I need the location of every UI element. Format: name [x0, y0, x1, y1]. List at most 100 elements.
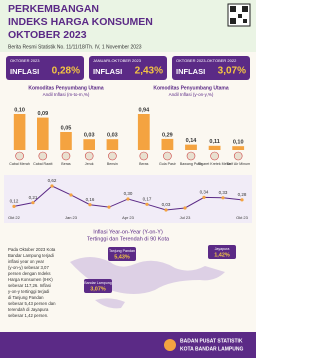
point — [88, 203, 92, 207]
value-label: 0,33 — [219, 190, 228, 195]
paragraph-line: sebesar 5,43 persen dan — [8, 301, 56, 306]
value-label: 0,14 — [186, 138, 198, 144]
paragraph-line: sebesar 1,42 persen. — [8, 313, 48, 318]
paragraph-line: y-on-y tertinggi terjadi — [8, 289, 49, 294]
box — [6, 56, 84, 80]
bar — [13, 114, 26, 150]
chart-subtitle: Andil Inflasi (m-to-m,%) — [43, 92, 90, 97]
category-label: Cabai Merah — [9, 162, 30, 166]
category-label: Cabai Rawit — [33, 162, 52, 166]
header-band — [0, 0, 256, 52]
qr-code — [227, 3, 251, 27]
subtitle: Berita Resmi Statistik No. 11/11/18/Th. … — [8, 44, 142, 50]
city-value: 1,42% — [214, 252, 230, 258]
city-name: Tanjung Pandan — [109, 249, 135, 253]
chart-title: Komoditas Penyumbang Utama — [153, 85, 229, 91]
bar — [185, 144, 197, 150]
category-label: Bensin — [107, 162, 118, 166]
box-label: INFLASI — [93, 67, 122, 76]
map-title: Inflasi Year-on-Year (Y-on-Y) — [93, 229, 163, 235]
commodity-icon — [61, 151, 71, 161]
point — [164, 208, 168, 212]
paragraph-line: Pada Oktober 2023 Kota — [8, 247, 56, 252]
bar — [60, 132, 72, 150]
value-label: 0,29 — [162, 132, 173, 138]
bar — [232, 146, 245, 150]
value-label: 0,10 — [14, 107, 25, 113]
point — [240, 198, 244, 202]
paragraph-line: Bandar Lampung terjadi — [8, 253, 54, 258]
title-line: INDEKS HARGA KONSUMEN — [8, 16, 153, 28]
city-name: Bandar Lampung — [84, 281, 112, 285]
city-badge — [84, 279, 112, 293]
point — [12, 204, 16, 208]
point — [50, 184, 54, 188]
chart-subtitle: Andil Inflasi (y-on-y,%) — [169, 92, 214, 97]
value-label: 0,28 — [238, 192, 247, 197]
box — [172, 56, 250, 80]
paragraph-line: di Tanjung Pandan — [8, 295, 44, 300]
point — [221, 196, 225, 200]
paragraph-line: Harga Konsumen (IHK) — [8, 277, 53, 282]
bar — [83, 139, 95, 150]
x-tick-label: Jan 23 — [65, 215, 78, 220]
commodity-icon — [38, 151, 48, 161]
point — [183, 206, 187, 210]
category-label: Sigaret Kretek Mesin — [198, 162, 231, 166]
box-period: OKTOBER 2023-OKTOBER 2022 — [176, 58, 237, 63]
commodity-icon — [163, 151, 172, 161]
category-label: Bawang Putih — [180, 162, 202, 166]
paragraph-line: terendah di Jayapura — [8, 307, 49, 312]
footer-text: KOTA BANDAR LAMPUNG — [180, 346, 243, 352]
box-label: INFLASI — [176, 67, 205, 76]
paragraph-line: (y-on-y) sebesar 3,07 — [8, 265, 49, 270]
title-line: OKTOBER 2023 — [8, 29, 87, 41]
bar — [37, 117, 49, 150]
value-label: 0,03 — [162, 202, 171, 207]
point — [69, 193, 73, 197]
category-label: Beras — [61, 162, 71, 166]
value-label: 0,03 — [84, 133, 95, 139]
value-label: 0,12 — [10, 199, 19, 204]
box-label: INFLASI — [10, 67, 39, 76]
city-name: Jayapura — [215, 247, 230, 251]
footer-text: BADAN PUSAT STATISTIK — [180, 338, 243, 344]
x-tick-label: Okt 23 — [236, 215, 249, 220]
line-chart: 0,12 Okt 22 0,21 0,62 Jan 23 0,16 0,30 Apr 23 0,… — [8, 178, 249, 220]
commodity-icon — [210, 151, 219, 161]
bar — [137, 114, 150, 150]
box-period: OKTOBER 2023 — [10, 58, 40, 63]
city-value: 5,43% — [114, 254, 130, 260]
category-label: Jeruk — [85, 162, 94, 166]
x-tick-label: Okt 22 — [8, 215, 21, 220]
commodity-icon — [233, 151, 243, 161]
box-value: 3,07% — [218, 66, 246, 77]
commodity-icon — [108, 151, 117, 161]
point — [202, 195, 206, 199]
city-badge — [208, 245, 236, 259]
page: PERKEMBANGAN INDEKS HARGA KONSUMEN OKTOB… — [0, 0, 256, 358]
value-label: 0,62 — [48, 178, 57, 183]
infographic: PERKEMBANGAN INDEKS HARGA KONSUMEN OKTOB… — [0, 0, 256, 358]
value-label: 0,17 — [143, 196, 152, 201]
commodity-icon — [84, 151, 94, 161]
chart-title: Komoditas Penyumbang Utama — [28, 85, 104, 91]
paragraph-line: inflasi year on year — [8, 259, 45, 264]
value-label: 0,11 — [209, 139, 219, 145]
value-label: 0,30 — [124, 191, 133, 196]
map-title: Tertinggi dan Terendah di 90 Kota — [87, 236, 170, 242]
commodity-icon — [186, 151, 196, 161]
point — [126, 197, 130, 201]
paragraph-line: sebesar 117,26. Inflasi — [8, 283, 51, 288]
x-tick-label: Apr 23 — [122, 215, 135, 220]
category-label: Tarif Air Minum — [226, 162, 250, 166]
value-label: 0,94 — [138, 107, 150, 113]
value-label: 0,03 — [107, 133, 118, 139]
footer-band — [0, 332, 256, 358]
category-label: Beras — [139, 162, 149, 166]
map-shape — [95, 298, 125, 309]
logo — [164, 339, 176, 351]
city-badge — [108, 247, 136, 261]
